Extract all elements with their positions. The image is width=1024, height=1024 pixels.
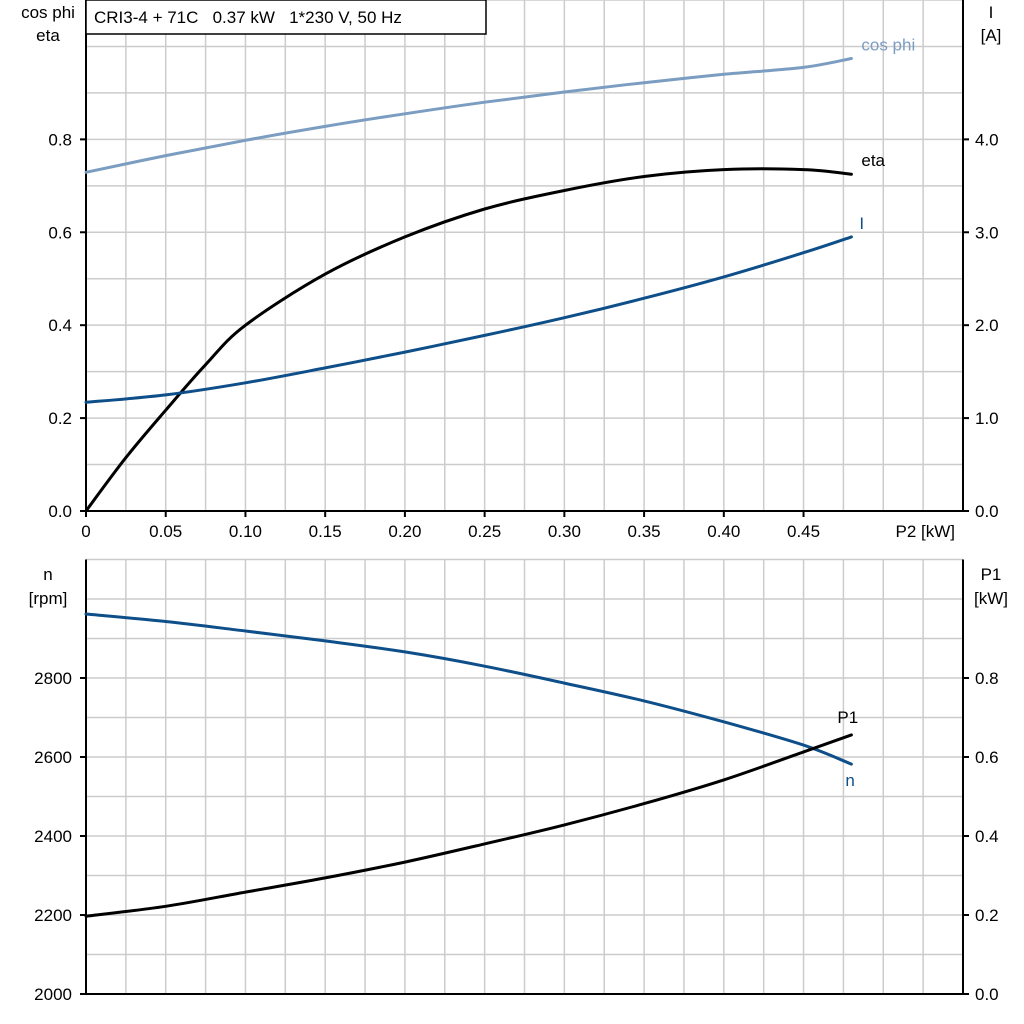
y-tick-label-right: 3.0 [975, 223, 999, 242]
y-tick-label-left: 0.4 [48, 316, 72, 335]
x-tick-label: 0.10 [229, 522, 262, 541]
series-label: P1 [837, 708, 858, 727]
y-tick-label-right: 0.2 [975, 906, 999, 925]
y-axis-label-left: eta [36, 26, 60, 45]
y-tick-label-left: 0.2 [48, 409, 72, 428]
y-tick-label-right: 0.0 [975, 502, 999, 521]
y-tick-label-right: 1.0 [975, 409, 999, 428]
x-axis-label: P2 [kW] [895, 522, 955, 541]
y-tick-label-right: 4.0 [975, 130, 999, 149]
series-line-cos-phi [84, 57, 853, 174]
y-tick-label-left: 0.8 [48, 130, 72, 149]
x-tick-label: 0.45 [787, 522, 820, 541]
series-label: cos phi [861, 36, 915, 55]
series-line-eta [84, 167, 853, 513]
y-axis-label-right: P1 [981, 565, 1002, 584]
y-tick-label-left: 0.0 [48, 502, 72, 521]
y-axis-label-left: n [43, 565, 52, 584]
y-axis-label-right: I [989, 3, 994, 22]
x-tick-label: 0.25 [468, 522, 501, 541]
y-tick-label-left: 2800 [34, 669, 72, 688]
y-tick-label-left: 2200 [34, 906, 72, 925]
x-tick-label: 0.30 [548, 522, 581, 541]
panel-bottom: 2000 2200 2400 2600 2800 0.0 0.2 0.4 0.6 0.8 n [rpm… [29, 558, 1008, 1004]
series-label: eta [861, 151, 885, 170]
x-tick-label: 0.40 [707, 522, 740, 541]
chart-title: CRI3-4 + 71C 0.37 kW 1*230 V, 50 Hz [94, 8, 402, 27]
x-tick-label: 0.35 [628, 522, 661, 541]
y-tick-label-left: 0.6 [48, 223, 72, 242]
y-axis-label-right: [A] [981, 26, 1002, 45]
series-label: n [845, 771, 854, 790]
title-box [85, 0, 487, 35]
y-tick-label-right: 0.8 [975, 669, 999, 688]
x-tick-label: 0.20 [388, 522, 421, 541]
y-axis-label-left: [rpm] [29, 589, 68, 608]
y-axis-label-left: cos phi [21, 3, 75, 22]
y-tick-label-right: 0.4 [975, 827, 999, 846]
y-tick-label-left: 2600 [34, 748, 72, 767]
series-line-p1 [84, 733, 853, 918]
x-tick-label: 0 [81, 522, 90, 541]
y-tick-label-right: 0.0 [975, 985, 999, 1004]
series-line-i [84, 235, 853, 404]
x-tick-label: 0.05 [149, 522, 182, 541]
y-tick-label-right: 0.6 [975, 748, 999, 767]
y-tick-label-left: 2400 [34, 827, 72, 846]
x-tick-label: 0.15 [309, 522, 342, 541]
panel-top: 0.0 0.2 0.4 0.6 0.8 0.0 1.0 2.0 3.0 4.0 0 0.05 0.10 0… [21, 0, 1001, 541]
y-axis-label-right: [kW] [974, 589, 1008, 608]
y-tick-label-left: 2000 [34, 985, 72, 1004]
series-line-n [84, 612, 853, 766]
y-tick-label-right: 2.0 [975, 316, 999, 335]
series-label: I [859, 214, 864, 233]
